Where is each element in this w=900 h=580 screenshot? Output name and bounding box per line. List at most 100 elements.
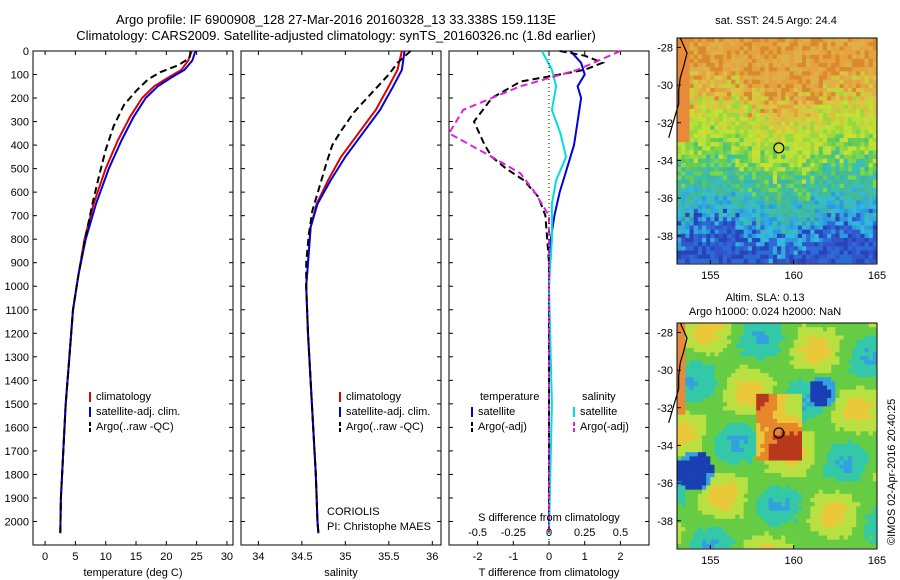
map-cell — [843, 38, 849, 43]
map-cell — [722, 373, 728, 378]
map-cell — [843, 213, 849, 218]
map-cell — [702, 477, 707, 482]
map-cell — [785, 88, 790, 93]
map-cell — [739, 443, 744, 449]
map-cell — [685, 88, 690, 93]
map-cell — [727, 368, 732, 374]
map-cell — [689, 373, 694, 378]
map-cell — [697, 393, 703, 399]
map-cell — [827, 406, 832, 411]
map-cell — [793, 71, 799, 76]
map-cell — [735, 71, 740, 76]
map-cell — [793, 121, 799, 126]
map-cell — [756, 71, 761, 76]
map-cell — [722, 108, 728, 114]
map-cell — [806, 402, 811, 407]
map-cell — [777, 133, 782, 139]
map-cell — [693, 506, 699, 511]
map-cell — [839, 456, 844, 461]
map-cell — [731, 117, 736, 122]
map-cell — [835, 42, 840, 47]
map-cell — [822, 398, 828, 403]
map-cell — [818, 364, 824, 370]
map-cell — [827, 393, 832, 399]
map-cell — [835, 142, 840, 147]
map-cell — [781, 468, 786, 474]
map-cell — [872, 117, 878, 122]
map-cell — [802, 225, 807, 230]
map-cell — [835, 439, 840, 445]
map-cell — [793, 448, 799, 453]
map-cell — [785, 171, 790, 176]
map-cell — [760, 493, 765, 499]
map-cell — [718, 38, 724, 43]
map-cell — [718, 360, 724, 365]
map-cell — [702, 142, 707, 147]
map-cell — [735, 46, 740, 51]
map-cell — [864, 335, 869, 340]
map-cell — [693, 96, 699, 101]
map-cell — [681, 171, 686, 176]
map-cell — [827, 154, 832, 160]
map-cell — [702, 443, 707, 449]
map-cell — [818, 443, 824, 449]
map-cell — [860, 133, 865, 139]
map-cell — [685, 502, 690, 507]
map-cell — [727, 423, 732, 428]
map-cell — [856, 335, 861, 340]
map-cell — [747, 163, 753, 168]
map-cell — [777, 233, 782, 239]
map-cell — [843, 414, 849, 420]
map-cell — [752, 498, 757, 503]
map-cell — [831, 448, 836, 453]
map-cell — [839, 192, 844, 197]
map-cell — [797, 373, 803, 378]
map-cell — [735, 343, 740, 349]
map-cell — [868, 38, 874, 43]
map-cell — [864, 204, 869, 210]
map-cell — [718, 348, 724, 353]
map-cell — [856, 493, 861, 499]
map-cell — [681, 498, 686, 503]
map-cell — [739, 250, 744, 255]
map-cell — [864, 456, 869, 461]
map-cell — [810, 225, 815, 230]
map-cell — [827, 46, 832, 51]
map-cell — [843, 108, 849, 114]
map-cell — [689, 58, 694, 64]
map-cell — [772, 327, 778, 332]
map-cell — [777, 448, 782, 453]
map-cell — [752, 406, 757, 411]
map-cell — [806, 142, 811, 147]
map-cell — [806, 138, 811, 143]
map-cell — [864, 323, 869, 328]
map-cell — [810, 213, 815, 218]
x-axis-label: T difference from climatology — [479, 567, 620, 579]
x-tick-label: 15 — [130, 551, 142, 563]
map-cell — [714, 460, 719, 465]
map-cell — [760, 352, 765, 357]
map-cell — [710, 38, 715, 43]
map-cell — [868, 473, 874, 478]
map-cell — [868, 481, 874, 486]
map-cell — [785, 238, 790, 243]
map-cell — [802, 398, 807, 403]
map-cell — [681, 242, 686, 247]
map-cell — [810, 154, 815, 160]
map-cell — [756, 356, 761, 361]
map-cell — [727, 452, 732, 457]
map-cell — [802, 502, 807, 507]
map-cell — [727, 192, 732, 197]
map-cell — [806, 42, 811, 47]
map-cell — [806, 213, 811, 218]
map-cell — [702, 364, 707, 370]
map-cell — [693, 360, 699, 365]
map-cell — [847, 200, 853, 205]
map-cell — [785, 485, 790, 490]
map-cell — [772, 125, 778, 130]
map-cell — [793, 377, 799, 382]
map-cell — [806, 335, 811, 340]
map-cell — [831, 498, 836, 503]
map-cell — [781, 460, 786, 465]
map-cell — [781, 100, 786, 105]
